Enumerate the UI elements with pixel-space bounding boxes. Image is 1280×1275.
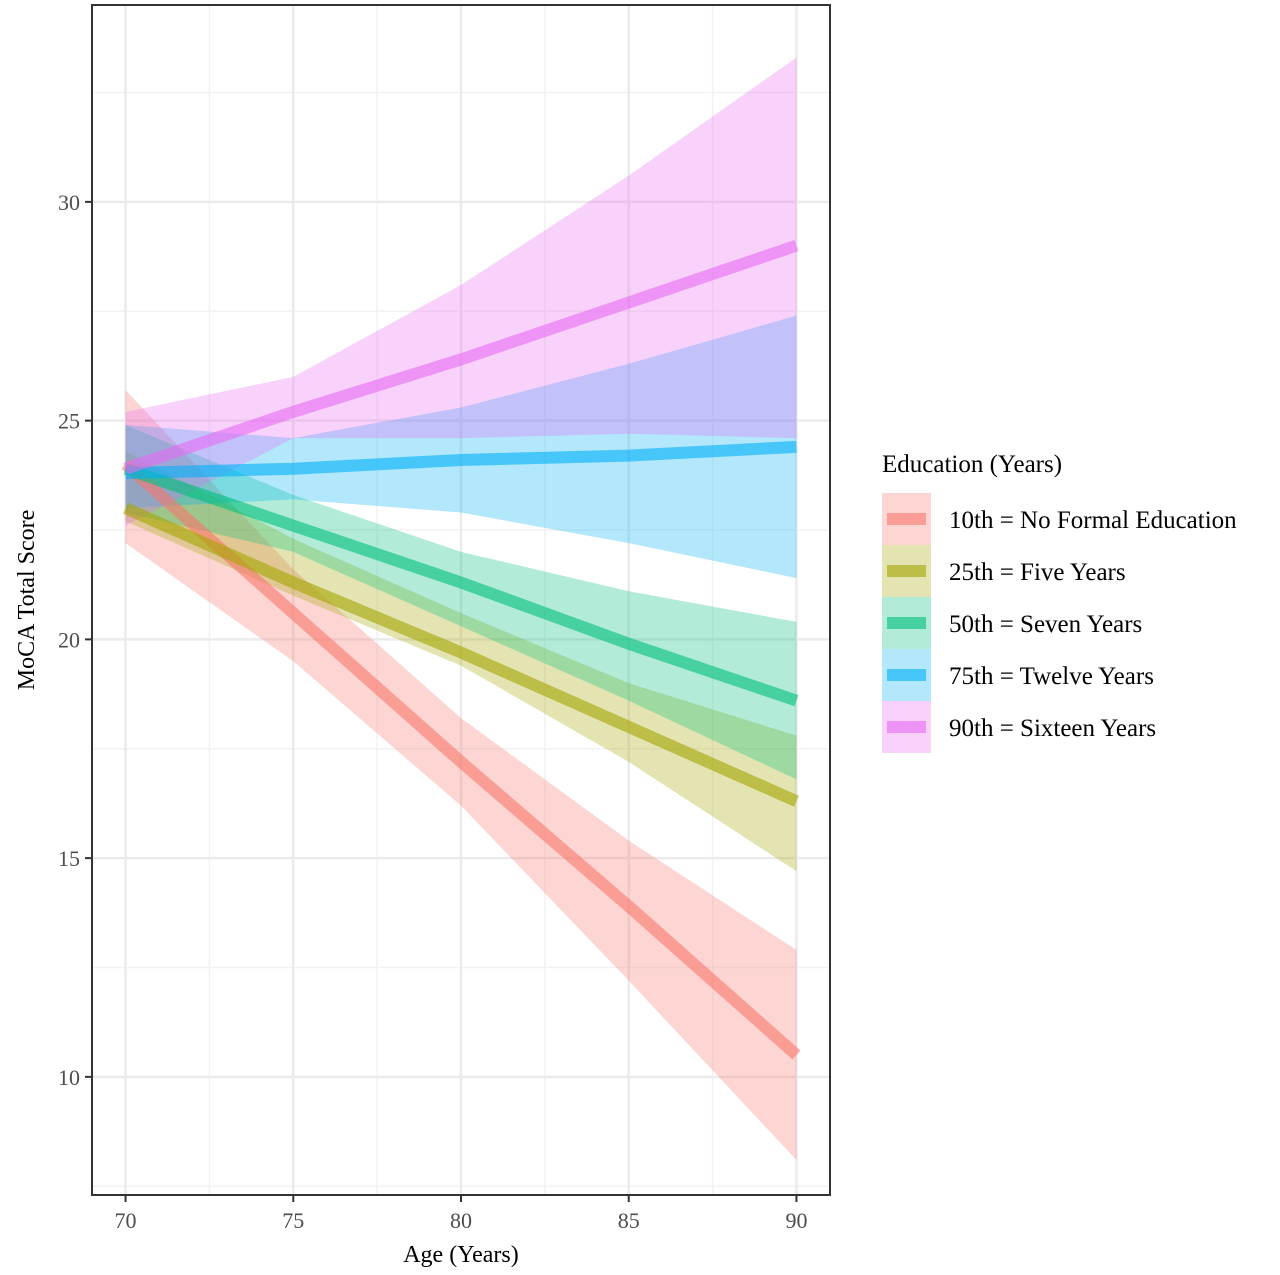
legend-title: Education (Years)	[882, 451, 1062, 478]
y-tick-label: 10	[58, 1065, 80, 1090]
axis-ticks	[85, 200, 798, 1202]
line-series-2	[123, 502, 799, 807]
y-tick-label: 25	[58, 409, 80, 434]
line-series-4	[125, 440, 797, 480]
legend-item-5: 90th = Sixteen Years	[882, 701, 1156, 753]
x-tick-label: 90	[785, 1208, 807, 1233]
legend: Education (Years) 10th = No Formal Educa…	[882, 451, 1237, 753]
band-series-2	[125, 451, 797, 872]
series-lines	[121, 239, 801, 1060]
legend-label: 25th = Five Years	[949, 559, 1126, 586]
x-tick-label: 70	[115, 1208, 137, 1233]
legend-label: 75th = Twelve Years	[949, 663, 1154, 690]
x-axis-title: Age (Years)	[403, 1242, 519, 1268]
major-gridlines	[92, 5, 830, 1195]
legend-label: 10th = No Formal Education	[949, 507, 1237, 534]
y-axis-title: MoCA Total Score	[14, 510, 40, 691]
band-series-4	[125, 315, 797, 579]
x-tick-label: 85	[618, 1208, 640, 1233]
line-series-3	[123, 463, 799, 707]
x-tick-label: 80	[450, 1208, 472, 1233]
band-series-3	[125, 425, 797, 780]
legend-label: 50th = Seven Years	[949, 611, 1142, 638]
y-tick-label: 15	[58, 846, 80, 871]
legend-item-2: 25th = Five Years	[882, 545, 1126, 597]
legend-label: 90th = Sixteen Years	[949, 715, 1156, 742]
legend-item-3: 50th = Seven Years	[882, 597, 1142, 649]
legend-item-4: 75th = Twelve Years	[882, 649, 1154, 701]
line-series-5	[123, 239, 799, 475]
legend-item-1: 10th = No Formal Education	[882, 493, 1237, 545]
x-tick-label: 75	[282, 1208, 304, 1233]
axis-tick-labels: 70 75 80 85 90 10 15 20 25 30	[58, 190, 807, 1233]
y-tick-label: 30	[58, 190, 80, 215]
y-tick-label: 20	[58, 627, 80, 652]
